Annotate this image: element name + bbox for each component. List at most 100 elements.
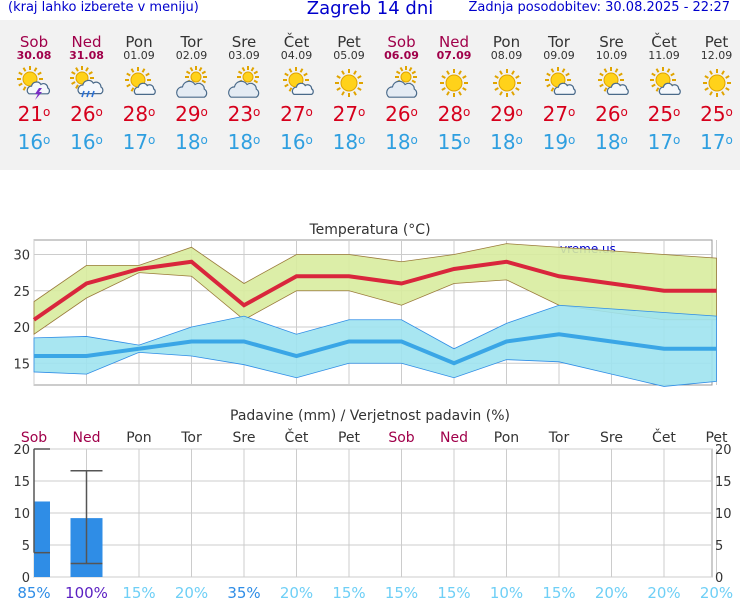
probability-label: 20% — [280, 584, 313, 600]
forecast-day: Ned 31.08 26o 16o — [61, 20, 113, 154]
temp-max: 23o — [227, 102, 261, 126]
temp-min: 18o — [332, 130, 366, 154]
day-label: Čet — [285, 428, 309, 446]
last-update: Zadnja posodobitev: 30.08.2025 - 22:27 — [468, 0, 730, 15]
forecast-day: Pon 08.09 29o 18o — [481, 20, 533, 154]
cloud-sun-icon — [175, 66, 207, 98]
temp-max: 29o — [490, 102, 523, 126]
temp-max: 28o — [122, 102, 156, 126]
max-temp-line — [32, 259, 717, 322]
temp-min: 16o — [17, 130, 51, 154]
day-name: Ned — [71, 33, 102, 51]
day-name: Ned — [439, 33, 469, 51]
forecast-day: Čet 04.09 27o 16o — [271, 20, 323, 154]
day-date: 04.09 — [280, 49, 313, 62]
probability-label: 15% — [385, 584, 418, 600]
day-name: Pet — [337, 33, 361, 51]
day-label: Ned — [73, 430, 101, 446]
day-label: Tor — [548, 430, 570, 446]
day-name: Čet — [651, 33, 677, 51]
y-tick-label: 15 — [13, 475, 30, 490]
temp-min: 18o — [175, 130, 208, 154]
temp-min: 19o — [542, 130, 576, 154]
day-name: Čet — [283, 33, 310, 51]
temp-max: 25o — [647, 102, 681, 126]
y-tick-label: 5 — [22, 539, 30, 554]
temp-min: 18o — [490, 130, 523, 154]
min-temp-line — [34, 332, 717, 366]
day-name: Pon — [125, 33, 153, 51]
day-date: 11.09 — [648, 49, 680, 62]
probability-label: 20% — [595, 584, 628, 600]
probability-label: 15% — [332, 584, 365, 600]
temp-max: 28o — [437, 102, 471, 126]
day-name: Pon — [492, 33, 521, 51]
day-date: 01.09 — [123, 49, 155, 62]
cloud-sun-icon — [385, 66, 417, 98]
forecast-day: Sre 03.09 23o 18o — [218, 20, 270, 154]
sun-cloud-icon — [545, 67, 576, 95]
y-tick-label-right: 10 — [715, 507, 732, 522]
location-hint: (kraj lahko izberete v meniju) — [8, 0, 199, 15]
forecast-day: Tor 09.09 27o 19o — [533, 20, 585, 154]
sun-icon — [492, 69, 521, 97]
temp-min: 16o — [280, 130, 313, 154]
forecast-strip: Sob 30.08 21o 16o Ned 31.08 26o 16o Pon 01.09 28o 1… — [0, 20, 740, 170]
day-label: Sre — [233, 430, 256, 446]
forecast-day: Pet 05.09 27o 18o — [323, 20, 375, 154]
sun-icon — [702, 69, 731, 97]
forecast-day: Čet 11.09 25o 17o — [638, 20, 690, 154]
sun-cloud-icon — [282, 67, 314, 95]
thunder-sun-icon — [17, 66, 50, 100]
y-tick-label: 0 — [22, 571, 30, 586]
probability-label: 85% — [17, 584, 50, 600]
sun-icon — [335, 69, 363, 97]
y-tick-label: 10 — [13, 507, 30, 522]
temp-min: 18o — [227, 130, 261, 154]
min-range-band — [33, 304, 717, 387]
probability-label: 20% — [175, 584, 208, 600]
day-name: Sre — [599, 33, 624, 51]
day-label: Pet — [338, 430, 361, 446]
sun-cloud-icon — [125, 67, 156, 95]
probability-label: 20% — [700, 584, 733, 600]
sun-cloud-icon — [650, 67, 681, 95]
page-title: Zagreb 14 dni — [306, 0, 434, 19]
day-label: Pon — [126, 430, 151, 446]
temp-min: 18o — [385, 130, 418, 154]
temp-min: 15o — [437, 130, 471, 154]
y-tick-label-right: 15 — [715, 475, 732, 490]
day-label: Pon — [494, 430, 519, 446]
forecast-day: Sre 10.09 26o 18o — [586, 20, 638, 154]
day-date: 05.09 — [333, 49, 365, 62]
day-name: Sre — [231, 33, 257, 51]
chart-title: Padavine (mm) / Verjetnost padavin (%) — [230, 408, 510, 424]
temperature-chart: Temperatura (°C)15202530vreme.us — [13, 222, 717, 387]
day-date: 03.09 — [228, 49, 260, 62]
rain-sun-icon — [69, 66, 103, 98]
cloud-sun-icon — [228, 66, 260, 98]
day-date: 09.09 — [543, 49, 575, 62]
day-date: 07.09 — [436, 49, 472, 62]
day-label: Čet — [652, 428, 676, 446]
forecast-day: Pet 12.09 25o 17o — [691, 20, 740, 154]
temp-min: 18o — [595, 130, 628, 154]
y-tick-label-right: 5 — [715, 539, 723, 554]
day-name: Tor — [180, 33, 203, 51]
sun-icon — [440, 69, 468, 97]
day-label: Sob — [21, 430, 47, 446]
precipitation-chart: Padavine (mm) / Verjetnost padavin (%) So… — [13, 408, 733, 600]
forecast-day: Pon 01.09 28o 17o — [113, 20, 165, 154]
chart-title: Temperatura (°C) — [308, 222, 430, 238]
sun-cloud-icon — [597, 67, 629, 95]
temp-max: 26o — [385, 102, 418, 126]
y-tick-label: 15 — [13, 357, 30, 372]
y-tick-label: 20 — [13, 443, 30, 458]
temp-max: 25o — [700, 102, 733, 126]
y-tick-label-right: 20 — [715, 443, 732, 458]
day-date: 10.09 — [595, 49, 628, 62]
day-label: Tor — [180, 430, 202, 446]
temp-max: 26o — [70, 102, 103, 126]
day-date: 31.08 — [69, 49, 104, 62]
day-date: 12.09 — [700, 49, 733, 62]
